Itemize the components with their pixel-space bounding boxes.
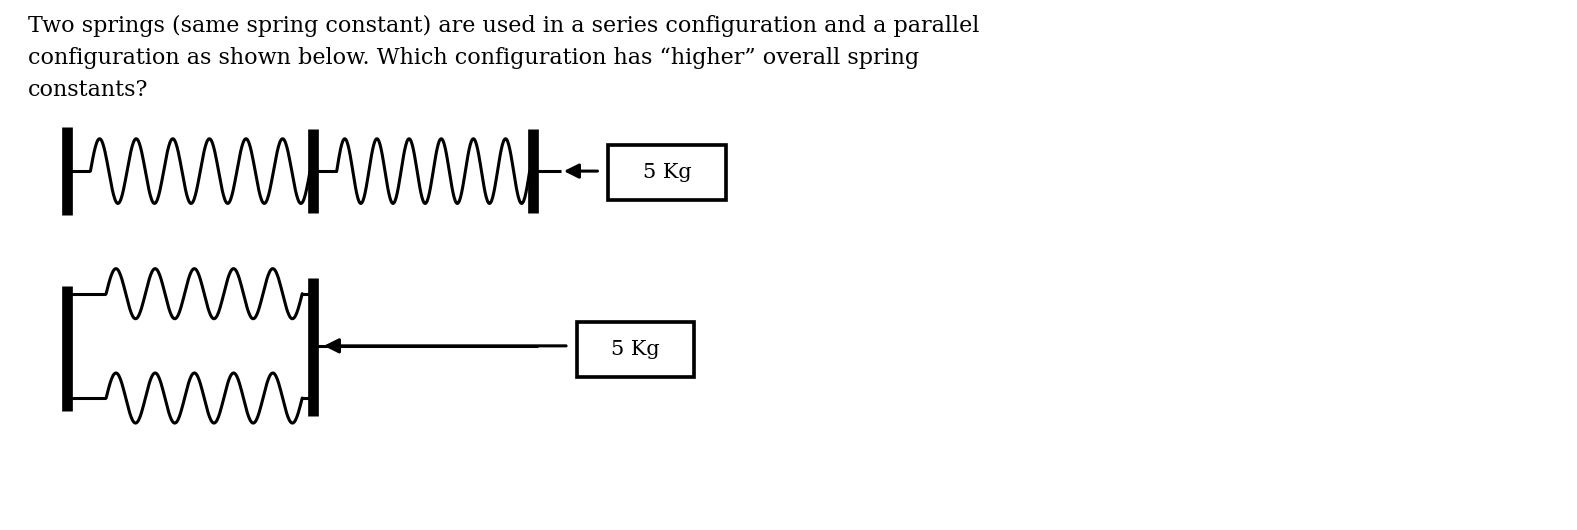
Text: Two springs (same spring constant) are used in a series configuration and a para: Two springs (same spring constant) are u… xyxy=(28,15,979,101)
FancyBboxPatch shape xyxy=(577,322,694,377)
FancyBboxPatch shape xyxy=(609,145,725,200)
Text: 5 Kg: 5 Kg xyxy=(642,163,691,182)
Text: 5 Kg: 5 Kg xyxy=(612,340,659,359)
